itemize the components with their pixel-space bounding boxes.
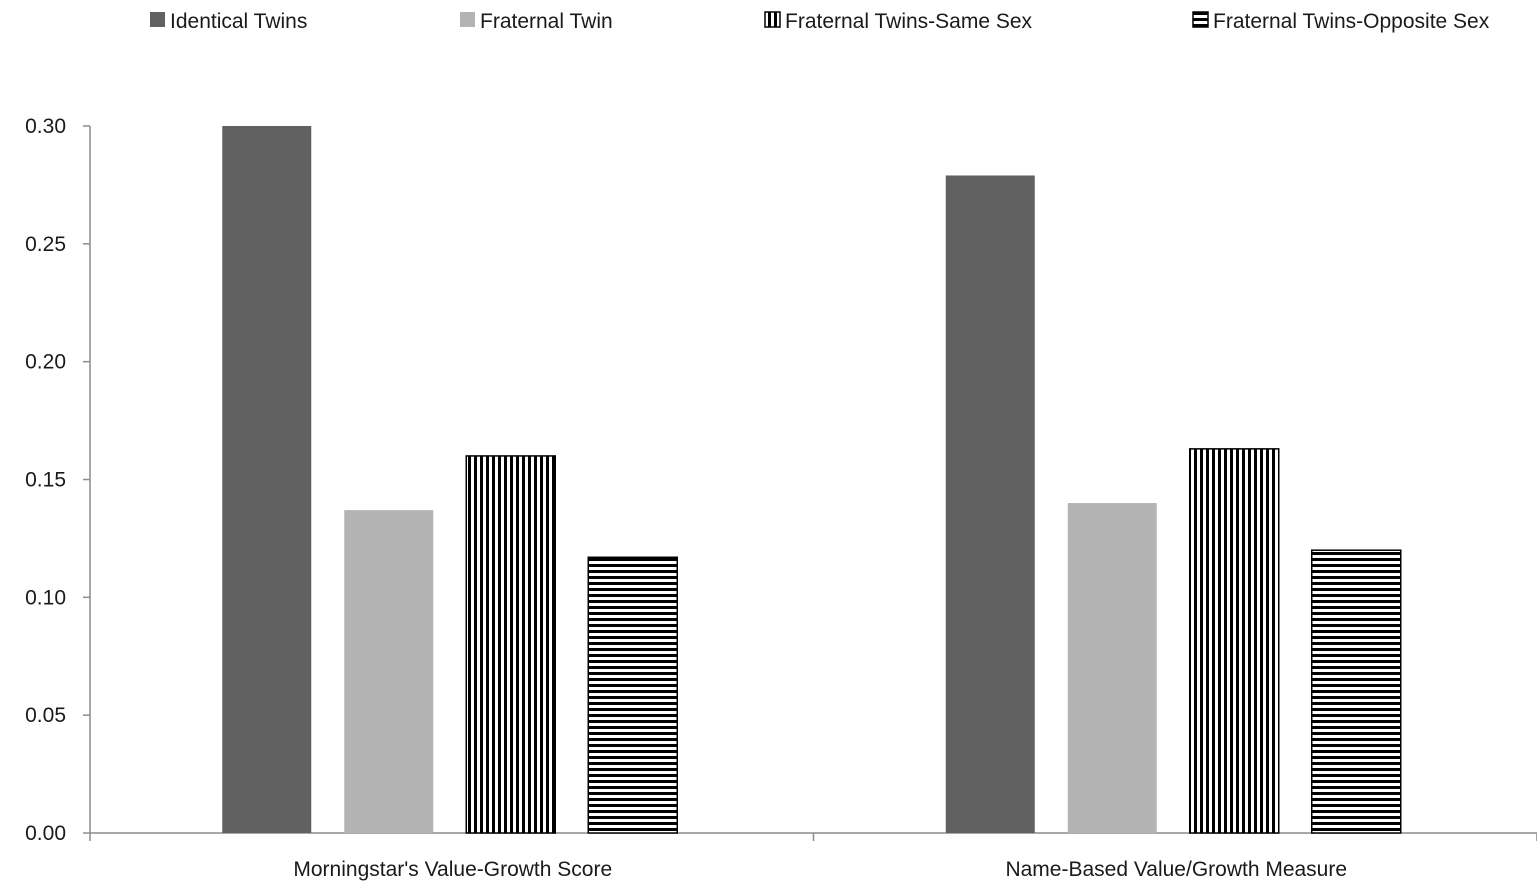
legend-swatch bbox=[150, 12, 165, 27]
bars bbox=[222, 126, 1402, 834]
y-tick-label: 0.05 bbox=[25, 704, 66, 727]
bar-morningstar-0 bbox=[222, 126, 312, 833]
legend-swatch bbox=[764, 11, 781, 28]
bar-name-based-1 bbox=[1067, 503, 1157, 833]
bar-name-based-0 bbox=[945, 175, 1035, 834]
legend-swatch bbox=[460, 12, 475, 27]
bar-morningstar-3 bbox=[587, 556, 678, 834]
y-tick-label: 0.20 bbox=[25, 351, 66, 374]
axes: 0.00 0.05 0.10 0.15 0.20 0.25 0.30 Morningstar'… bbox=[25, 115, 1537, 881]
category-label: Name-Based Value/Growth Measure bbox=[1005, 858, 1347, 881]
y-tick-label: 0.10 bbox=[25, 586, 66, 609]
legend: Identical Twins Fraternal Twin Fraternal T… bbox=[150, 10, 1490, 33]
category-label: Morningstar's Value-Growth Score bbox=[293, 858, 612, 881]
y-tick-label: 0.25 bbox=[25, 233, 66, 256]
legend-label: Fraternal Twins-Same Sex bbox=[785, 10, 1033, 33]
bar-morningstar-2 bbox=[465, 455, 556, 834]
legend-swatch bbox=[1192, 11, 1209, 28]
y-tick-label: 0.00 bbox=[25, 822, 66, 845]
bar-name-based-3 bbox=[1311, 549, 1402, 834]
legend-label: Fraternal Twins-Opposite Sex bbox=[1213, 10, 1490, 33]
y-tick-label: 0.15 bbox=[25, 469, 66, 492]
legend-label: Identical Twins bbox=[170, 10, 307, 33]
legend-label: Fraternal Twin bbox=[480, 10, 613, 33]
y-tick-label: 0.30 bbox=[25, 115, 66, 138]
bar-morningstar-1 bbox=[344, 510, 434, 833]
bar-name-based-2 bbox=[1189, 448, 1280, 834]
